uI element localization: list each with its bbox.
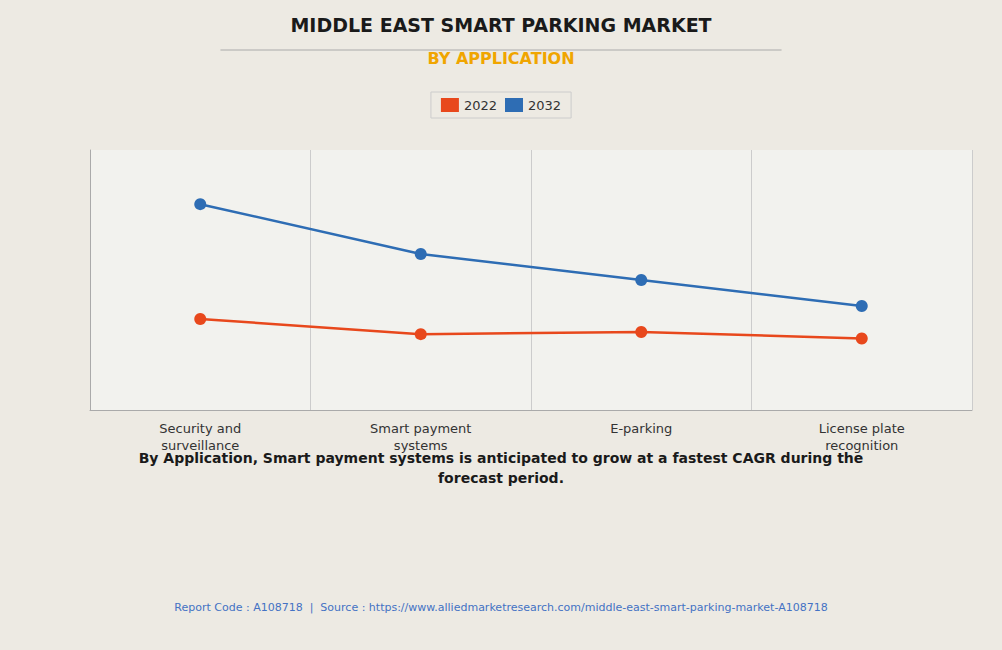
svg-text:MIDDLE EAST SMART PARKING MARK: MIDDLE EAST SMART PARKING MARKET xyxy=(290,14,711,36)
svg-text:forecast period.: forecast period. xyxy=(438,470,564,486)
svg-text:BY APPLICATION: BY APPLICATION xyxy=(427,49,574,68)
svg-text:By Application, Smart payment: By Application, Smart payment systems is… xyxy=(139,450,864,466)
svg-text:2032: 2032 xyxy=(528,98,561,113)
svg-text:surveillance: surveillance xyxy=(161,438,239,453)
svg-text:2022: 2022 xyxy=(464,98,497,113)
svg-text:Report Code : A108718 | Sour: Report Code : A108718 | Source : https:/… xyxy=(174,601,827,614)
svg-text:recognition: recognition xyxy=(825,438,898,453)
svg-text:Security and: Security and xyxy=(159,421,241,436)
svg-text:Smart payment: Smart payment xyxy=(370,421,471,436)
svg-text:systems: systems xyxy=(394,438,448,453)
svg-text:E-parking: E-parking xyxy=(610,421,672,436)
svg-text:License plate: License plate xyxy=(819,421,905,436)
